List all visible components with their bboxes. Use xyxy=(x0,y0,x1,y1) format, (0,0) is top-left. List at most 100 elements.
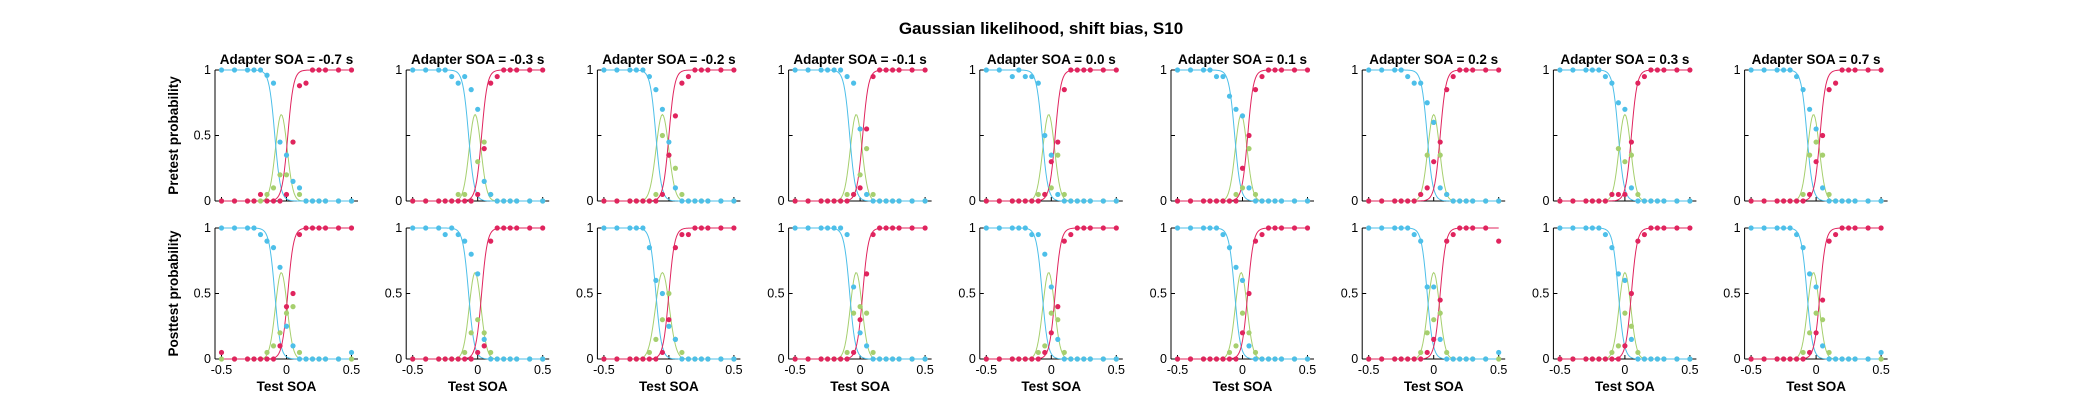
data-point-blue xyxy=(1839,356,1845,362)
data-point-red xyxy=(449,356,455,362)
data-point-red xyxy=(870,73,876,80)
data-point-green xyxy=(1042,343,1048,349)
data-point-green xyxy=(455,191,461,198)
data-point-red xyxy=(1029,198,1035,204)
data-point-red xyxy=(996,198,1002,204)
data-point-green xyxy=(1820,152,1826,158)
data-point-red xyxy=(1304,67,1311,73)
data-point-blue xyxy=(601,67,607,73)
data-point-blue xyxy=(283,152,290,158)
data-point-green xyxy=(1444,349,1450,356)
data-point-red xyxy=(1418,191,1424,198)
data-point-blue xyxy=(1813,284,1819,290)
data-point-green xyxy=(1055,152,1061,158)
data-point-blue xyxy=(410,67,416,73)
data-point-blue xyxy=(231,67,238,73)
data-point-blue xyxy=(468,87,474,93)
panels: Adapter SOA = -0.7 s 0 0.5 1 Pretest probabi… xyxy=(166,52,1890,394)
data-point-red xyxy=(1602,356,1608,362)
data-point-green xyxy=(1035,191,1041,198)
data-point-red xyxy=(1787,198,1793,204)
data-point-red xyxy=(1865,225,1871,231)
data-point-green xyxy=(1496,356,1502,362)
data-point-green xyxy=(1813,310,1819,316)
x-axis-label: Test SOA xyxy=(1595,379,1655,394)
data-point-blue xyxy=(1055,191,1061,198)
data-point-red xyxy=(1278,67,1285,73)
data-point-green xyxy=(1061,191,1067,198)
data-point-blue xyxy=(1220,231,1226,238)
data-point-red xyxy=(1583,356,1589,362)
data-point-blue xyxy=(857,330,863,336)
data-point-blue xyxy=(507,198,513,204)
data-point-red xyxy=(1174,198,1181,204)
data-point-red xyxy=(1081,225,1087,231)
data-point-red xyxy=(1226,356,1233,362)
data-point-red xyxy=(527,225,533,231)
data-point-blue xyxy=(1687,198,1693,204)
data-point-red xyxy=(264,198,270,204)
data-point-green xyxy=(653,336,659,342)
y-tick-label: 0 xyxy=(1542,194,1549,208)
panel-title: Adapter SOA = 0.3 s xyxy=(1560,52,1689,67)
data-point-green xyxy=(844,191,850,198)
y-tick-label: 0 xyxy=(586,352,593,366)
data-point-blue xyxy=(792,225,798,231)
data-point-red xyxy=(805,198,811,204)
y-tick-label: 1 xyxy=(969,221,976,235)
data-point-blue xyxy=(1852,356,1858,362)
data-point-red xyxy=(1424,349,1430,356)
data-point-green xyxy=(270,185,277,191)
data-point-red xyxy=(698,67,705,73)
data-point-red xyxy=(1674,67,1680,73)
data-point-blue xyxy=(1100,356,1106,362)
data-point-blue xyxy=(698,356,705,362)
data-point-red xyxy=(1379,198,1385,204)
data-point-red xyxy=(244,198,251,204)
data-point-blue xyxy=(348,349,355,356)
panel-title: Adapter SOA = -0.7 s xyxy=(220,52,353,67)
x-tick-label: -0.5 xyxy=(402,363,424,377)
data-point-blue xyxy=(831,67,837,73)
data-point-red xyxy=(996,356,1002,362)
panel-title: Adapter SOA = -0.3 s xyxy=(411,52,544,67)
y-tick-label: 1 xyxy=(1351,63,1358,77)
data-point-blue xyxy=(692,356,698,362)
pretest-axes: 01 xyxy=(1542,63,1697,208)
data-point-red xyxy=(653,198,659,204)
x-axis-label: Test SOA xyxy=(257,379,317,394)
y-tick-label: 0 xyxy=(1351,194,1358,208)
data-point-red xyxy=(494,225,500,231)
data-point-blue xyxy=(1213,225,1220,231)
data-point-green xyxy=(1878,356,1884,362)
data-point-red xyxy=(633,356,640,362)
data-point-red xyxy=(1833,231,1839,238)
data-point-blue xyxy=(659,290,666,297)
data-point-blue xyxy=(825,67,831,73)
panel-title: Adapter SOA = 0.1 s xyxy=(1178,52,1307,67)
y-tick-label: 0 xyxy=(204,194,211,208)
data-point-red xyxy=(685,231,692,238)
data-point-blue xyxy=(1304,198,1311,204)
data-point-red xyxy=(1392,356,1398,362)
data-point-red xyxy=(1557,198,1563,204)
data-point-red xyxy=(1213,198,1220,204)
data-point-blue xyxy=(442,231,448,238)
fit-curve-blue xyxy=(795,227,926,360)
data-point-blue xyxy=(659,106,666,112)
data-point-red xyxy=(1748,356,1754,362)
data-point-red xyxy=(1009,198,1015,204)
data-point-blue xyxy=(455,80,461,86)
data-point-red xyxy=(1424,185,1430,191)
data-point-red xyxy=(1265,225,1272,231)
data-point-blue xyxy=(244,67,251,73)
data-point-blue xyxy=(831,225,837,231)
data-point-blue xyxy=(462,73,468,80)
data-point-green xyxy=(1061,349,1067,356)
y-tick-label: 0 xyxy=(969,352,976,366)
data-point-red xyxy=(679,80,685,86)
data-point-green xyxy=(1800,349,1806,356)
data-point-blue xyxy=(1781,67,1787,73)
data-point-blue xyxy=(1463,356,1469,362)
